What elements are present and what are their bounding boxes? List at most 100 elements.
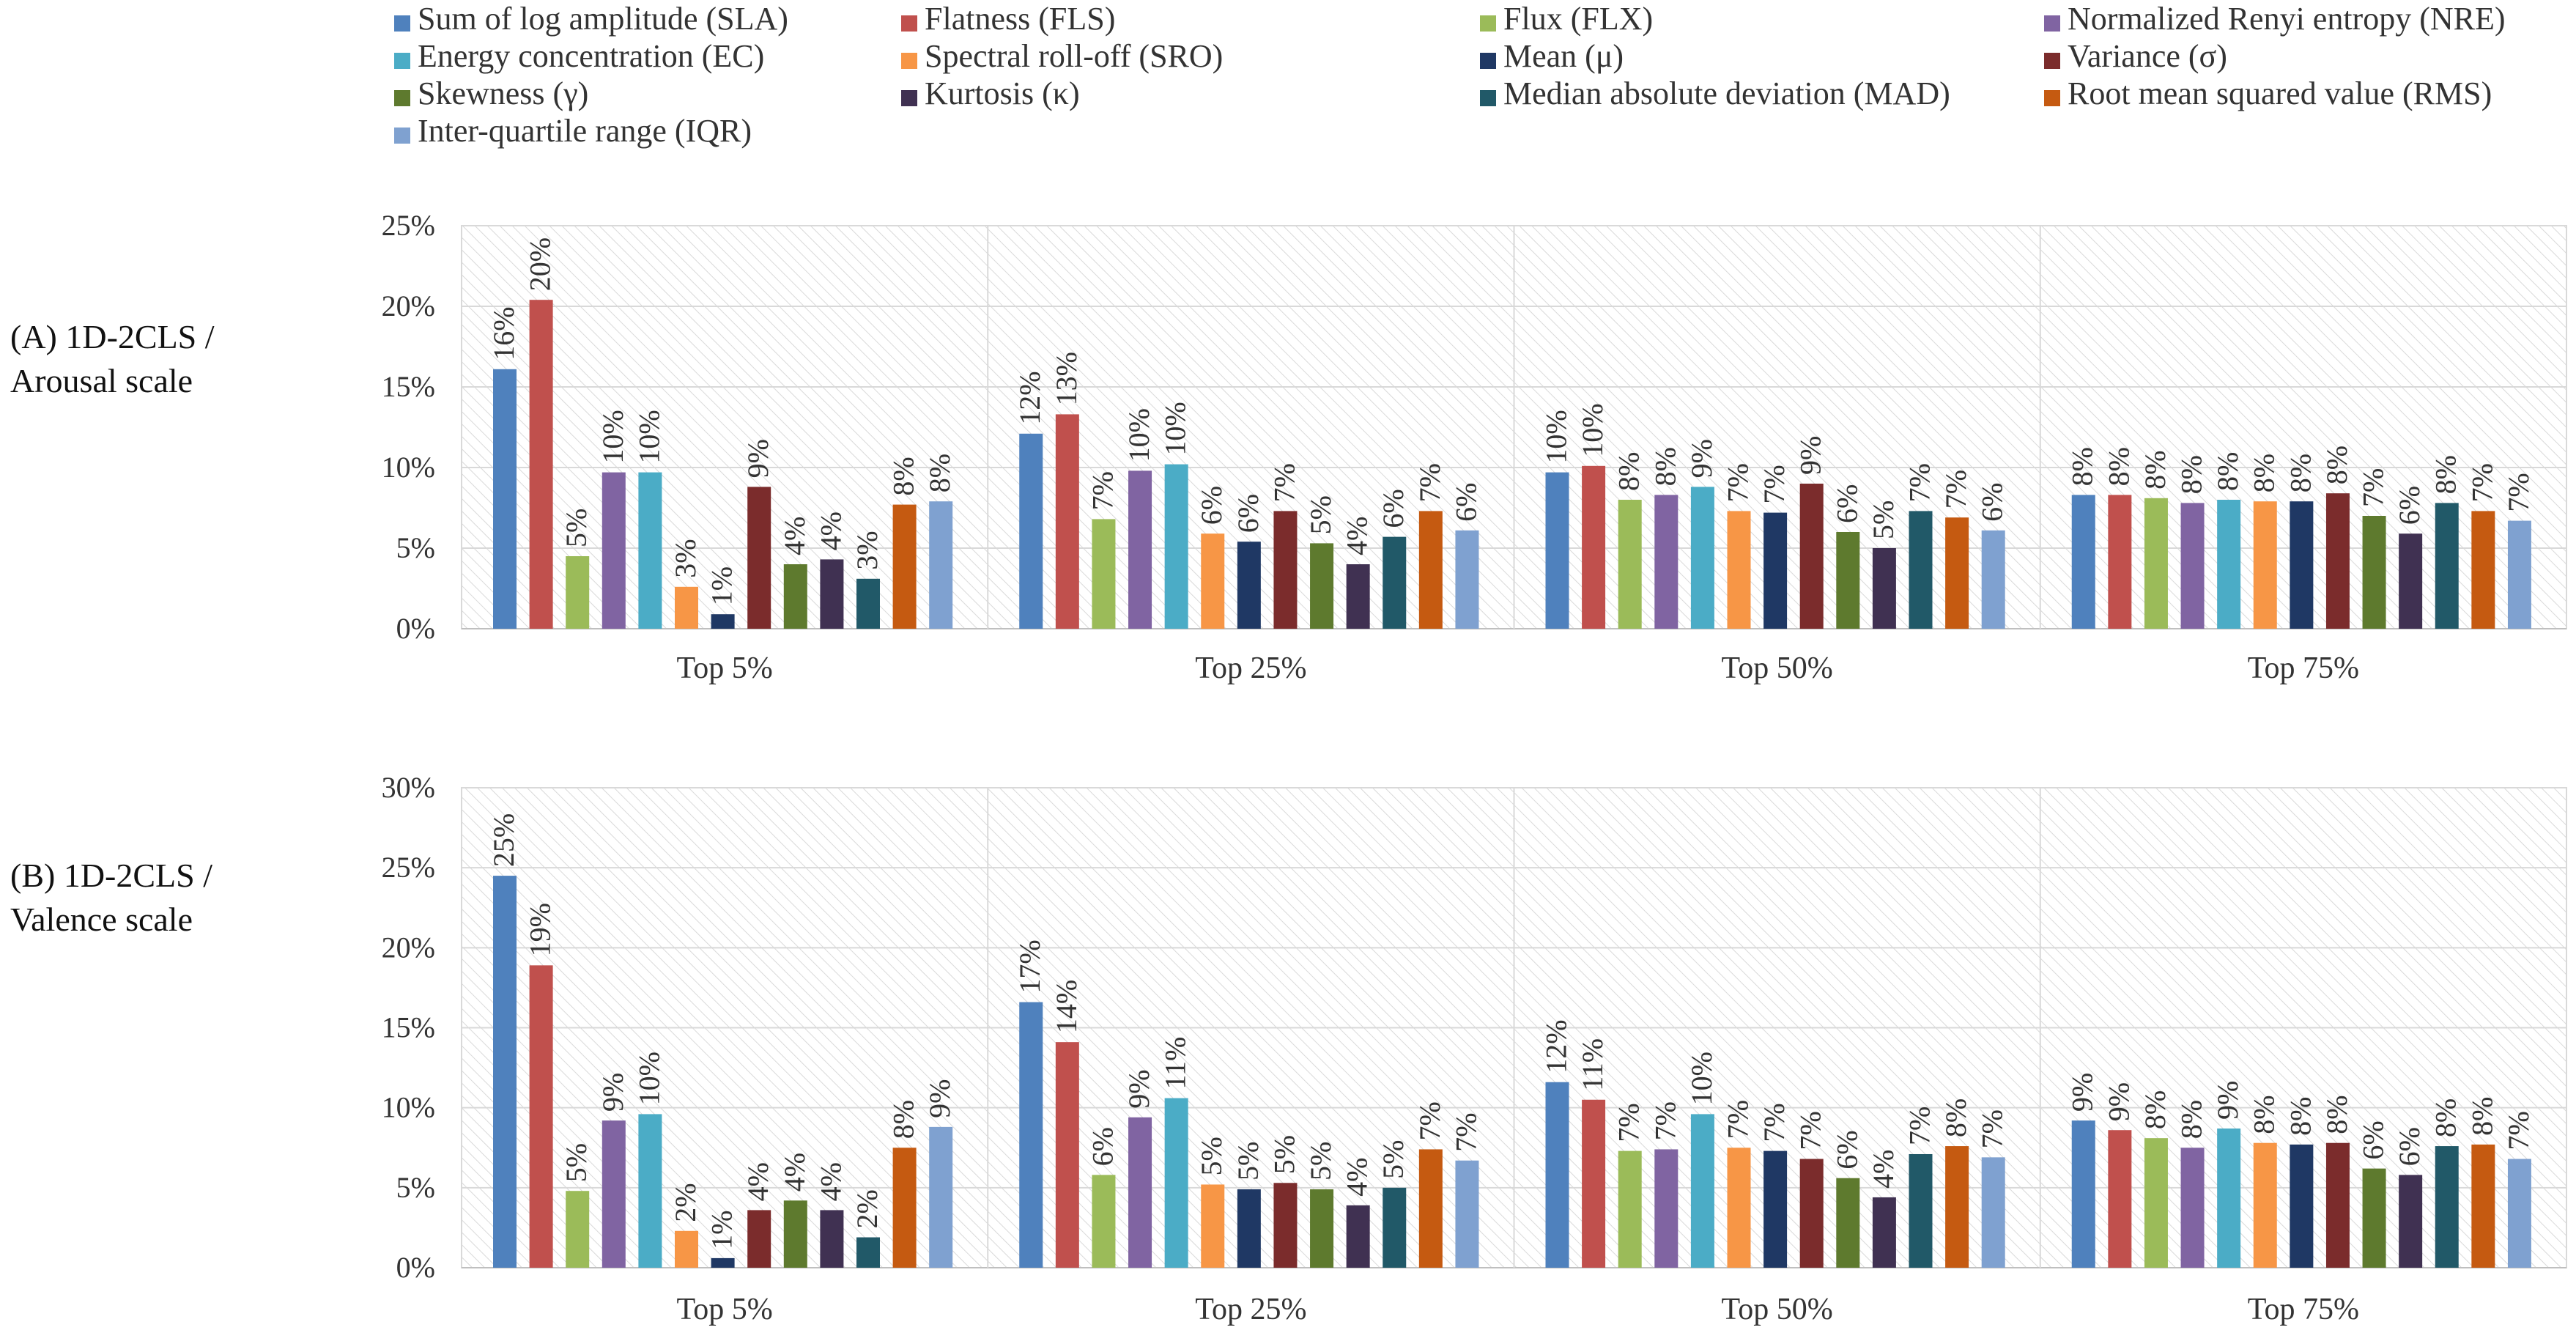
data-label: 6%: [2393, 486, 2426, 525]
bar: [2071, 1120, 2095, 1268]
data-label: 7%: [1722, 1100, 1755, 1139]
x-category-label: Top 75%: [2248, 1293, 2359, 1326]
bar: [1128, 1117, 1152, 1268]
data-label: 8%: [2320, 446, 2353, 484]
data-label: 5%: [1267, 1135, 1300, 1174]
panel-row-label: Arousal scale: [10, 362, 193, 399]
data-label: 8%: [2429, 455, 2462, 494]
data-label: 6%: [1232, 494, 1265, 533]
bar: [1654, 1149, 1679, 1268]
y-tick-label: 30%: [382, 771, 435, 804]
bar: [2144, 498, 2168, 629]
data-label: 11%: [1576, 1038, 1609, 1091]
bar: [1455, 530, 1479, 629]
bar: [2471, 511, 2495, 629]
data-label: 11%: [1159, 1037, 1192, 1090]
legend-swatch: [1480, 15, 1496, 32]
y-tick-label: 25%: [382, 209, 435, 242]
bar: [1909, 1153, 1933, 1268]
data-label: 6%: [1830, 1130, 1863, 1169]
data-label: 6%: [1976, 482, 2009, 521]
bar: [1690, 487, 1714, 629]
data-label: 8%: [887, 1100, 920, 1139]
chart-panel-valence: 0%5%10%15%20%25%30%25%19%5%9% 10%2%1%4% 4%…: [10, 771, 2567, 1326]
x-category-label: Top 5%: [677, 651, 773, 685]
legend-label: Median absolute deviation (MAD): [1503, 75, 1950, 111]
x-category-label: Top 50%: [1722, 651, 1833, 685]
bar: [1909, 511, 1933, 629]
bar: [675, 586, 698, 629]
data-label: 5%: [560, 509, 593, 547]
bar: [1310, 543, 1334, 629]
bar: [2471, 1144, 2495, 1268]
data-label: 6%: [1195, 486, 1228, 525]
data-label: 9%: [2066, 1073, 2099, 1112]
data-label: 8%: [1939, 1098, 1972, 1137]
legend-label: Inter-quartile range (IQR): [418, 113, 752, 149]
bar: [2325, 1142, 2350, 1268]
bar: [1164, 1098, 1188, 1268]
x-category-label: Top 75%: [2248, 651, 2359, 685]
bar: [2290, 1144, 2314, 1268]
bar: [2253, 501, 2277, 629]
bar: [1545, 1082, 1569, 1268]
bar: [1763, 1150, 1788, 1268]
data-label: 10%: [632, 1052, 665, 1105]
bar: [1418, 511, 1443, 629]
data-label: 4%: [1867, 1150, 1900, 1189]
bar: [2071, 495, 2095, 629]
bar: [1545, 472, 1569, 629]
panel-row-label: (A) 1D-2CLS /: [10, 318, 215, 355]
bar: [1836, 1178, 1860, 1268]
bar: [1981, 1157, 2005, 1268]
data-label: 4%: [814, 511, 847, 550]
bar: [1164, 464, 1188, 629]
data-label: 10%: [1576, 403, 1609, 457]
bar: [1237, 542, 1261, 629]
data-label: 7%: [1413, 463, 1446, 502]
x-category-label: Top 25%: [1195, 651, 1306, 685]
data-label: 2%: [669, 1183, 702, 1222]
bar: [1836, 532, 1860, 629]
data-label: 3%: [851, 531, 884, 569]
data-label: 9%: [1794, 436, 1827, 475]
data-label: 8%: [923, 454, 956, 492]
bar: [783, 564, 807, 629]
data-label: 5%: [1195, 1137, 1228, 1175]
data-label: 5%: [1232, 1142, 1265, 1181]
bar: [856, 1237, 880, 1268]
data-label: 20%: [524, 237, 557, 291]
legend-label: Flux (FLX): [1503, 1, 1653, 37]
legend-label: Sum of log amplitude (SLA): [418, 1, 788, 37]
bar: [2435, 1146, 2459, 1268]
bar: [1799, 484, 1824, 629]
data-label: 14%: [1050, 980, 1083, 1033]
data-label: 9%: [1122, 1069, 1155, 1108]
bar: [1201, 1184, 1225, 1268]
data-label: 2%: [851, 1189, 884, 1228]
bar: [1727, 511, 1751, 629]
data-label: 8%: [2429, 1098, 2462, 1137]
legend-swatch: [2044, 90, 2060, 106]
x-category-label: Top 5%: [677, 1293, 773, 1326]
y-tick-label: 10%: [382, 1091, 435, 1124]
bar: [2399, 533, 2423, 629]
bar: [1383, 1187, 1407, 1268]
data-label: 25%: [487, 813, 520, 867]
bar: [820, 1210, 844, 1268]
bar: [1055, 1042, 1079, 1268]
bar: [1618, 1150, 1642, 1268]
data-label: 6%: [2393, 1127, 2426, 1166]
bar: [2507, 1159, 2531, 1268]
data-label: 8%: [1648, 447, 1681, 486]
bar: [892, 1148, 917, 1268]
data-label: 9%: [1685, 439, 1718, 478]
y-tick-label: 20%: [382, 289, 435, 322]
data-label: 7%: [1758, 1103, 1791, 1142]
data-label: 12%: [1540, 1019, 1573, 1073]
data-label: 12%: [1013, 371, 1046, 424]
data-label: 8%: [2320, 1095, 2353, 1134]
data-label: 4%: [1341, 517, 1374, 555]
bar: [1346, 564, 1370, 629]
bar: [1019, 433, 1043, 629]
